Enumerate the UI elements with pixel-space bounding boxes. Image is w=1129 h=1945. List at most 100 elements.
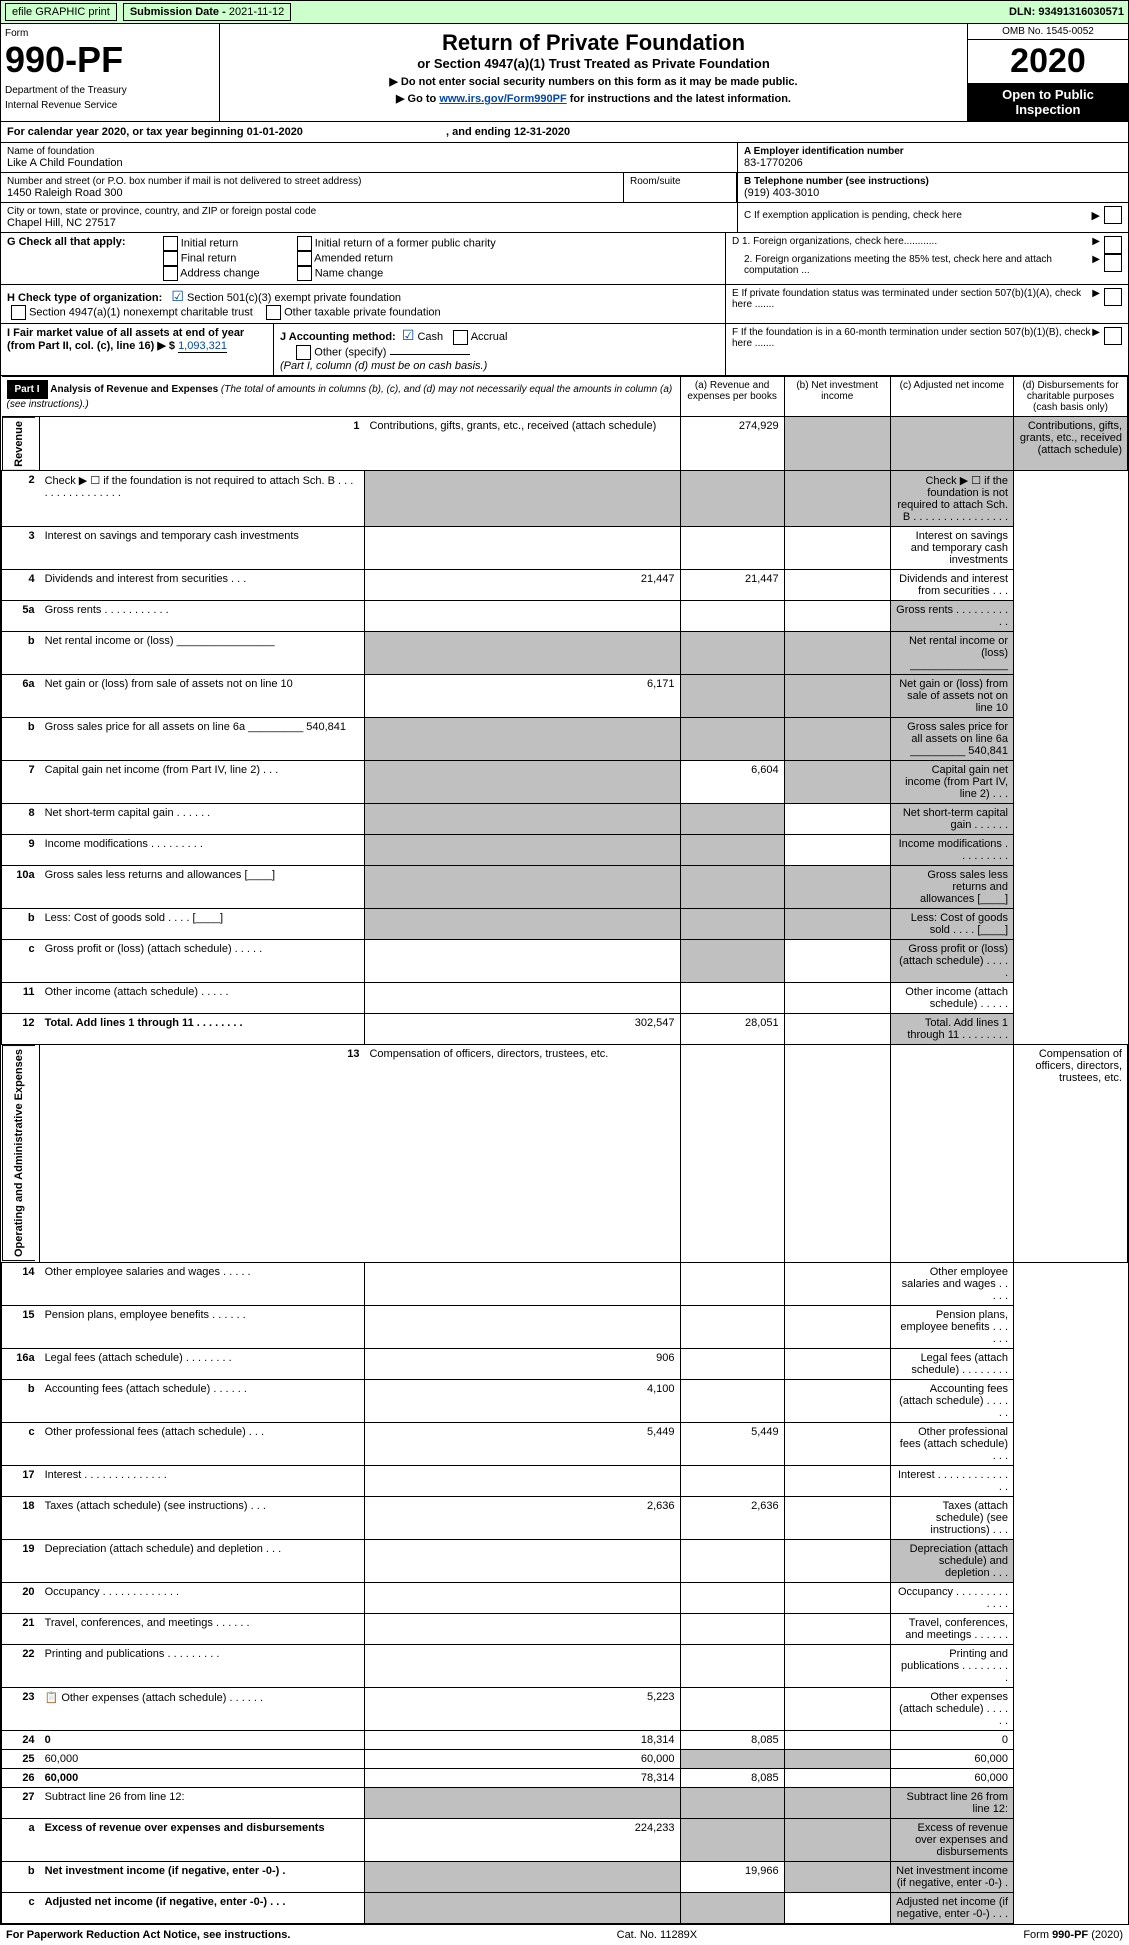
f-checkbox[interactable]	[1104, 327, 1122, 345]
item-e: E If private foundation status was termi…	[732, 288, 1092, 320]
line-number: a	[2, 1818, 40, 1861]
section-j: J Accounting method: ☑ Cash Accrual Othe…	[274, 324, 725, 375]
line-number: 20	[2, 1582, 40, 1613]
col-d-value: Other professional fees (attach schedule…	[890, 1422, 1013, 1465]
line-number: 9	[2, 835, 40, 866]
col-d-value: 60,000	[890, 1768, 1013, 1787]
line-description: Net short-term capital gain . . . . . .	[40, 804, 365, 835]
col-d-value: Other income (attach schedule) . . . . .	[890, 983, 1013, 1014]
line-number: 1	[40, 416, 365, 471]
table-row: 12Total. Add lines 1 through 11 . . . . …	[2, 1014, 1128, 1045]
col-a-value	[364, 1262, 680, 1305]
e-checkbox[interactable]	[1104, 288, 1122, 306]
col-b-value	[680, 527, 784, 570]
col-c-value	[784, 1730, 890, 1749]
line-number: 19	[2, 1539, 40, 1582]
line-description: Excess of revenue over expenses and disb…	[40, 1818, 365, 1861]
col-a-value	[364, 632, 680, 675]
col-d-value: Gross sales less returns and allowances …	[890, 866, 1013, 909]
col-a-value	[364, 1892, 680, 1923]
calendar-year-line: For calendar year 2020, or tax year begi…	[1, 122, 1128, 143]
j-other-checkbox[interactable]	[296, 345, 311, 360]
d1-checkbox[interactable]	[1104, 236, 1122, 254]
h-other-checkbox[interactable]	[266, 305, 281, 320]
line-number: b	[2, 1379, 40, 1422]
col-d-value: 0	[890, 1730, 1013, 1749]
h-4947-checkbox[interactable]	[11, 305, 26, 320]
section-i: I Fair market value of all assets at end…	[1, 324, 274, 375]
col-d-value: Pension plans, employee benefits . . . .…	[890, 1305, 1013, 1348]
part1-title: Analysis of Revenue and Expenses	[50, 384, 218, 395]
col-a-value	[364, 1539, 680, 1582]
line-description: Capital gain net income (from Part IV, l…	[40, 761, 365, 804]
table-row: 6aNet gain or (loss) from sale of assets…	[2, 675, 1128, 718]
g-initial-checkbox[interactable]	[163, 236, 178, 251]
form-header: Form 990-PF Department of the Treasury I…	[1, 24, 1128, 122]
col-c-value	[784, 1768, 890, 1787]
col-c-value	[784, 1861, 890, 1892]
item-c: C If exemption application is pending, c…	[744, 210, 1092, 221]
col-d-value: Taxes (attach schedule) (see instruction…	[890, 1496, 1013, 1539]
line-number: 6a	[2, 675, 40, 718]
line-number: 15	[2, 1305, 40, 1348]
table-row: 10aGross sales less returns and allowanc…	[2, 866, 1128, 909]
line-description: Printing and publications . . . . . . . …	[40, 1644, 365, 1687]
col-b-value	[784, 416, 890, 471]
col-a-value	[364, 527, 680, 570]
col-b-value: 6,604	[680, 761, 784, 804]
g-final-checkbox[interactable]	[163, 251, 178, 266]
g-name-checkbox[interactable]	[297, 266, 312, 281]
line-description: Legal fees (attach schedule) . . . . . .…	[40, 1348, 365, 1379]
col-d-value: Other employee salaries and wages . . . …	[890, 1262, 1013, 1305]
table-row: bNet investment income (if negative, ent…	[2, 1861, 1128, 1892]
dept-treasury: Department of the Treasury	[5, 85, 215, 96]
table-row: 23📋 Other expenses (attach schedule) . .…	[2, 1687, 1128, 1730]
g-initial-public-checkbox[interactable]	[297, 236, 312, 251]
line-description: Gross profit or (loss) (attach schedule)…	[40, 940, 365, 983]
col-b-value	[680, 909, 784, 940]
table-row: aExcess of revenue over expenses and dis…	[2, 1818, 1128, 1861]
table-row: 7Capital gain net income (from Part IV, …	[2, 761, 1128, 804]
item-d1: D 1. Foreign organizations, check here..…	[732, 236, 1092, 254]
col-d-value: Adjusted net income (if negative, enter …	[890, 1892, 1013, 1923]
col-b-value: 5,449	[680, 1422, 784, 1465]
d2-checkbox[interactable]	[1104, 254, 1122, 272]
line-description: Total. Add lines 1 through 11 . . . . . …	[40, 1014, 365, 1045]
g-address-checkbox[interactable]	[163, 266, 178, 281]
g-amended-checkbox[interactable]	[297, 251, 312, 266]
col-c-value	[784, 761, 890, 804]
line-number: b	[2, 718, 40, 761]
part1-label: Part I	[7, 380, 48, 399]
col-b-value: 19,966	[680, 1861, 784, 1892]
c-checkbox[interactable]	[1104, 206, 1122, 224]
col-b-value: 2,636	[680, 1496, 784, 1539]
line-number: 13	[40, 1045, 365, 1262]
table-row: 2560,00060,00060,000	[2, 1749, 1128, 1768]
table-row: Revenue1Contributions, gifts, grants, et…	[2, 416, 1128, 471]
col-d-value: Accounting fees (attach schedule) . . . …	[890, 1379, 1013, 1422]
col-a-value	[364, 909, 680, 940]
col-c-value	[784, 1014, 890, 1045]
col-d-value: Interest on savings and temporary cash i…	[890, 527, 1013, 570]
col-d-value: Contributions, gifts, grants, etc., rece…	[1014, 416, 1128, 471]
col-a-value	[364, 718, 680, 761]
irs-link[interactable]: www.irs.gov/Form990PF	[439, 93, 566, 105]
line-description: Interest on savings and temporary cash i…	[40, 527, 365, 570]
col-a-value	[364, 1861, 680, 1892]
table-row: cOther professional fees (attach schedul…	[2, 1422, 1128, 1465]
line-number: 18	[2, 1496, 40, 1539]
col-b-value	[680, 1262, 784, 1305]
j-accrual-checkbox[interactable]	[453, 330, 468, 345]
table-row: 11Other income (attach schedule) . . . .…	[2, 983, 1128, 1014]
col-c-value	[784, 1305, 890, 1348]
line-number: 24	[2, 1730, 40, 1749]
url-note: ▶ Go to www.irs.gov/Form990PF for instru…	[226, 92, 961, 105]
line-number: 23	[2, 1687, 40, 1730]
line-description: Net investment income (if negative, ente…	[40, 1861, 365, 1892]
fair-market-value: 1,093,321	[178, 340, 227, 353]
col-a-value: 5,449	[364, 1422, 680, 1465]
line-description: Less: Cost of goods sold . . . . [____]	[40, 909, 365, 940]
line-description: Other professional fees (attach schedule…	[40, 1422, 365, 1465]
col-c-value	[784, 1348, 890, 1379]
col-c-value	[784, 940, 890, 983]
